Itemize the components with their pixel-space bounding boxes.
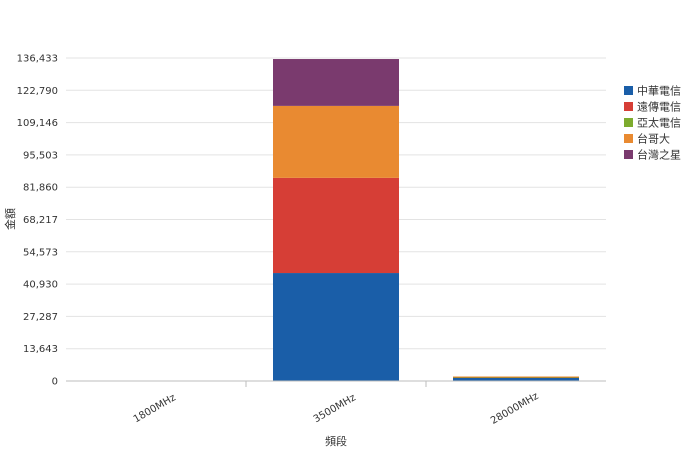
bar-segment: [273, 59, 399, 106]
legend-swatch: [624, 118, 633, 127]
bar-segment: [453, 376, 579, 378]
y-axis-title: 金額: [3, 208, 17, 230]
y-tick-label: 95,503: [23, 150, 58, 161]
y-tick-label: 13,643: [23, 344, 58, 355]
bars-layer: [273, 59, 579, 381]
legend-label: 台哥大: [637, 132, 670, 146]
x-axis-title: 頻段: [325, 434, 347, 448]
legend-label: 台灣之星: [637, 148, 681, 162]
legend-label: 中華電信: [637, 85, 681, 98]
y-tick-label: 68,217: [23, 215, 58, 226]
legend-item: 台哥大: [624, 132, 670, 146]
bar-segment: [273, 273, 399, 381]
y-tick-label: 81,860: [23, 183, 58, 194]
x-tick-label: 3500MHz: [312, 392, 358, 425]
legend-swatch: [624, 134, 633, 143]
y-tick-label: 27,287: [23, 312, 58, 323]
bar-segment: [453, 376, 579, 378]
legend-item: 遠傳電信: [624, 101, 681, 114]
x-tick-label: 28000MHz: [489, 391, 541, 427]
legend-label: 遠傳電信: [637, 101, 681, 114]
bar-segment: [273, 177, 399, 274]
legend-swatch: [624, 86, 633, 95]
bar-segment: [453, 377, 579, 381]
legend-item: 台灣之星: [624, 148, 681, 162]
y-tick-label: 40,930: [23, 280, 58, 291]
bar-segment: [273, 105, 399, 178]
y-tick-label: 122,790: [17, 86, 58, 97]
y-tick-label: 0: [52, 377, 58, 388]
y-tick-label: 54,573: [23, 247, 58, 258]
legend-label: 亞太電信: [637, 117, 681, 130]
y-tick-label: 109,146: [17, 118, 58, 129]
legend-item: 中華電信: [624, 85, 681, 98]
x-tick-label: 1800MHz: [132, 392, 178, 425]
legend-swatch: [624, 102, 633, 111]
y-tick-label: 136,433: [17, 54, 58, 65]
legend-swatch: [624, 150, 633, 159]
legend-item: 亞太電信: [624, 117, 681, 130]
